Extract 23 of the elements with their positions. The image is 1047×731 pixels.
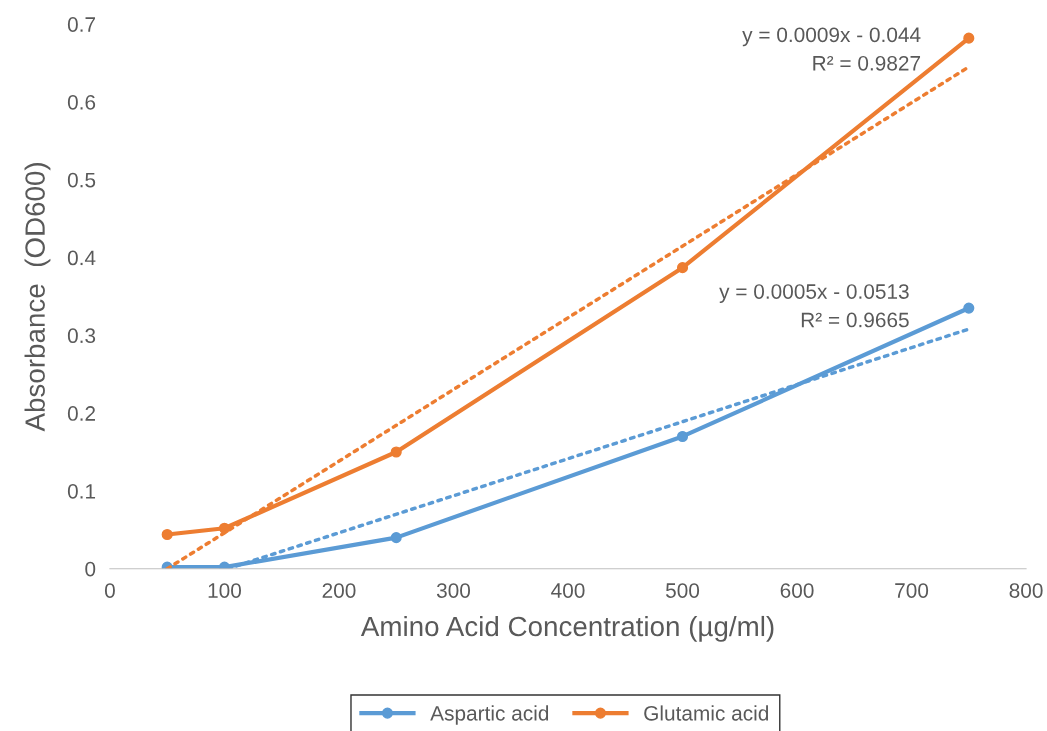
- y-tick-label: 0.5: [67, 172, 96, 188]
- y-tick-label: 0.3: [67, 328, 96, 344]
- legend-label: Glutamic acid: [644, 705, 769, 721]
- y-tick-label: 0.6: [67, 94, 96, 110]
- x-tick-label: 800: [1009, 583, 1043, 598]
- annotation: y = 0.0009x - 0.044 R² = 0.9827: [742, 27, 921, 71]
- y-tick-label: 0.2: [67, 406, 95, 421]
- legend-label: Aspartic acid: [430, 705, 549, 725]
- annotation: y = 0.0005x - 0.0513 R² = 0.9665: [719, 284, 909, 328]
- y-tick-label: 0.4: [67, 250, 96, 266]
- x-tick-label: 500: [665, 583, 700, 598]
- x-tick-label: 100: [208, 583, 242, 598]
- x-tick-label: 700: [895, 583, 929, 598]
- x-axis-title: Amino Acid Concentration (µg/ml): [360, 615, 774, 642]
- y-axis-title: Absorbance (OD600): [24, 163, 51, 432]
- y-tick-label: 0.7: [67, 17, 95, 32]
- y-tick-label: 0: [85, 561, 96, 577]
- x-tick-label: 600: [780, 583, 814, 598]
- x-tick-label: 200: [322, 583, 356, 598]
- x-tick-label: 0: [104, 583, 115, 598]
- y-tick-label: 0.1: [67, 483, 96, 499]
- x-tick-label: 400: [551, 583, 585, 598]
- x-tick-label: 300: [436, 583, 471, 598]
